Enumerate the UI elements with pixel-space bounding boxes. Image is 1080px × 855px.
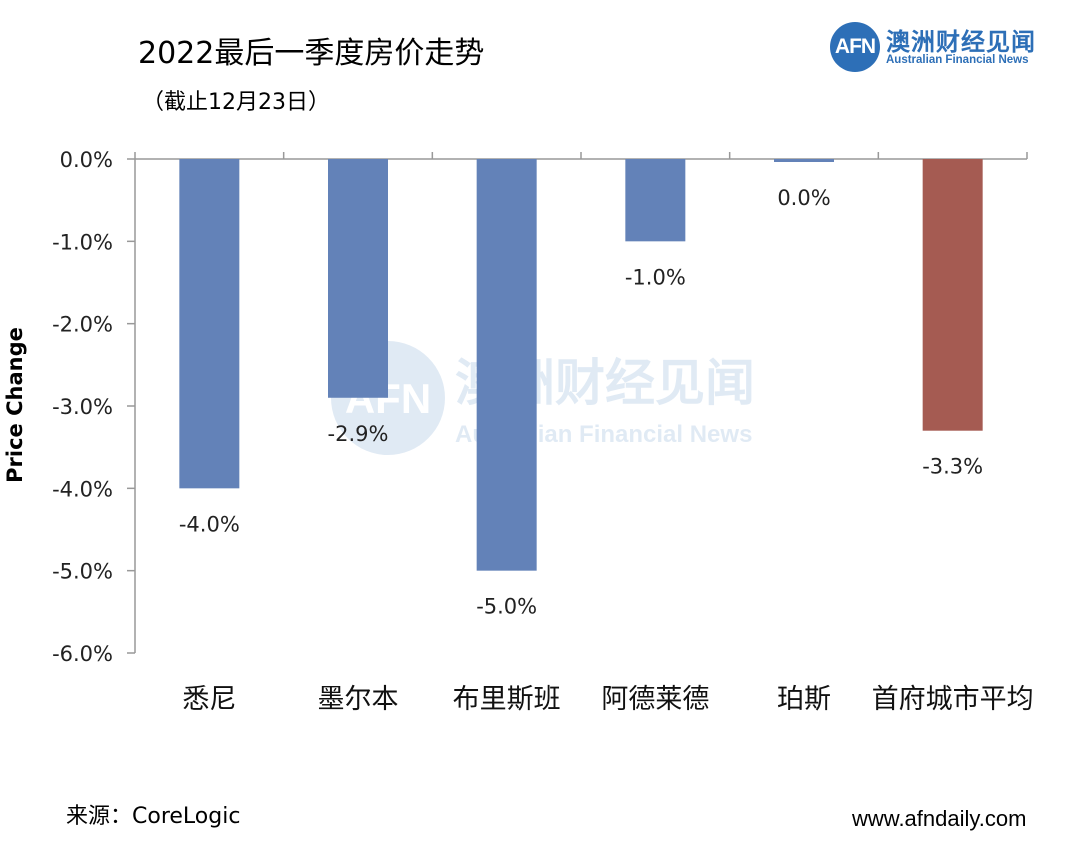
data-label: -5.0%	[476, 595, 537, 619]
category-labels: 悉尼 墨尔本 布里斯班 阿德莱德 珀斯 首府城市平均	[182, 684, 1033, 715]
afn-logo-mark: AFN	[830, 22, 880, 72]
watermark: AFN 澳洲财经见闻 Australian Financial News	[331, 341, 755, 455]
data-label: -1.0%	[625, 265, 686, 289]
category-label: 阿德莱德	[601, 684, 709, 715]
y-tick-label: -5.0%	[52, 560, 113, 584]
axes: 0.0% -1.0% -2.0% -3.0% -4.0% -5.0% -6.0%	[52, 148, 1028, 666]
y-tick-label: 0.0%	[60, 148, 113, 172]
chart-title: 2022最后一季度房价走势	[138, 36, 485, 71]
source-note: 来源：CoreLogic	[66, 804, 241, 829]
data-label: -4.0%	[179, 512, 240, 536]
category-label: 首府城市平均	[872, 684, 1034, 715]
y-tick-label: -2.0%	[52, 313, 113, 337]
y-tick-label: -3.0%	[52, 395, 113, 419]
data-labels: -4.0% -2.9% -5.0% -1.0% 0.0% -3.3%	[179, 186, 983, 619]
y-tick-label: -1.0%	[52, 230, 113, 254]
data-label: -3.3%	[922, 455, 983, 479]
data-label: 0.0%	[777, 186, 830, 210]
bar	[179, 159, 240, 489]
bar	[328, 159, 388, 398]
bar	[625, 159, 686, 242]
afn-logo: AFN 澳洲财经见闻 Australian Financial News	[830, 22, 1070, 74]
category-label: 珀斯	[777, 684, 831, 715]
bars	[179, 159, 983, 571]
bar	[476, 159, 537, 571]
afn-logo-name-en: Australian Financial News	[886, 54, 1029, 66]
y-tick-label: -6.0%	[52, 642, 113, 666]
data-label: -2.9%	[328, 422, 389, 446]
y-tick-label: -4.0%	[52, 477, 113, 501]
category-label: 悉尼	[182, 684, 236, 715]
category-label: 布里斯班	[453, 684, 561, 715]
afn-logo-name-cn: 澳洲财经见闻	[886, 28, 1036, 56]
category-label: 墨尔本	[318, 684, 399, 715]
chart-subtitle: （截止12月23日）	[142, 90, 330, 115]
bar	[774, 159, 834, 162]
website-link[interactable]: www.afndaily.com	[852, 806, 1027, 831]
y-axis-label: Price Change	[3, 327, 27, 483]
bar	[922, 159, 983, 431]
